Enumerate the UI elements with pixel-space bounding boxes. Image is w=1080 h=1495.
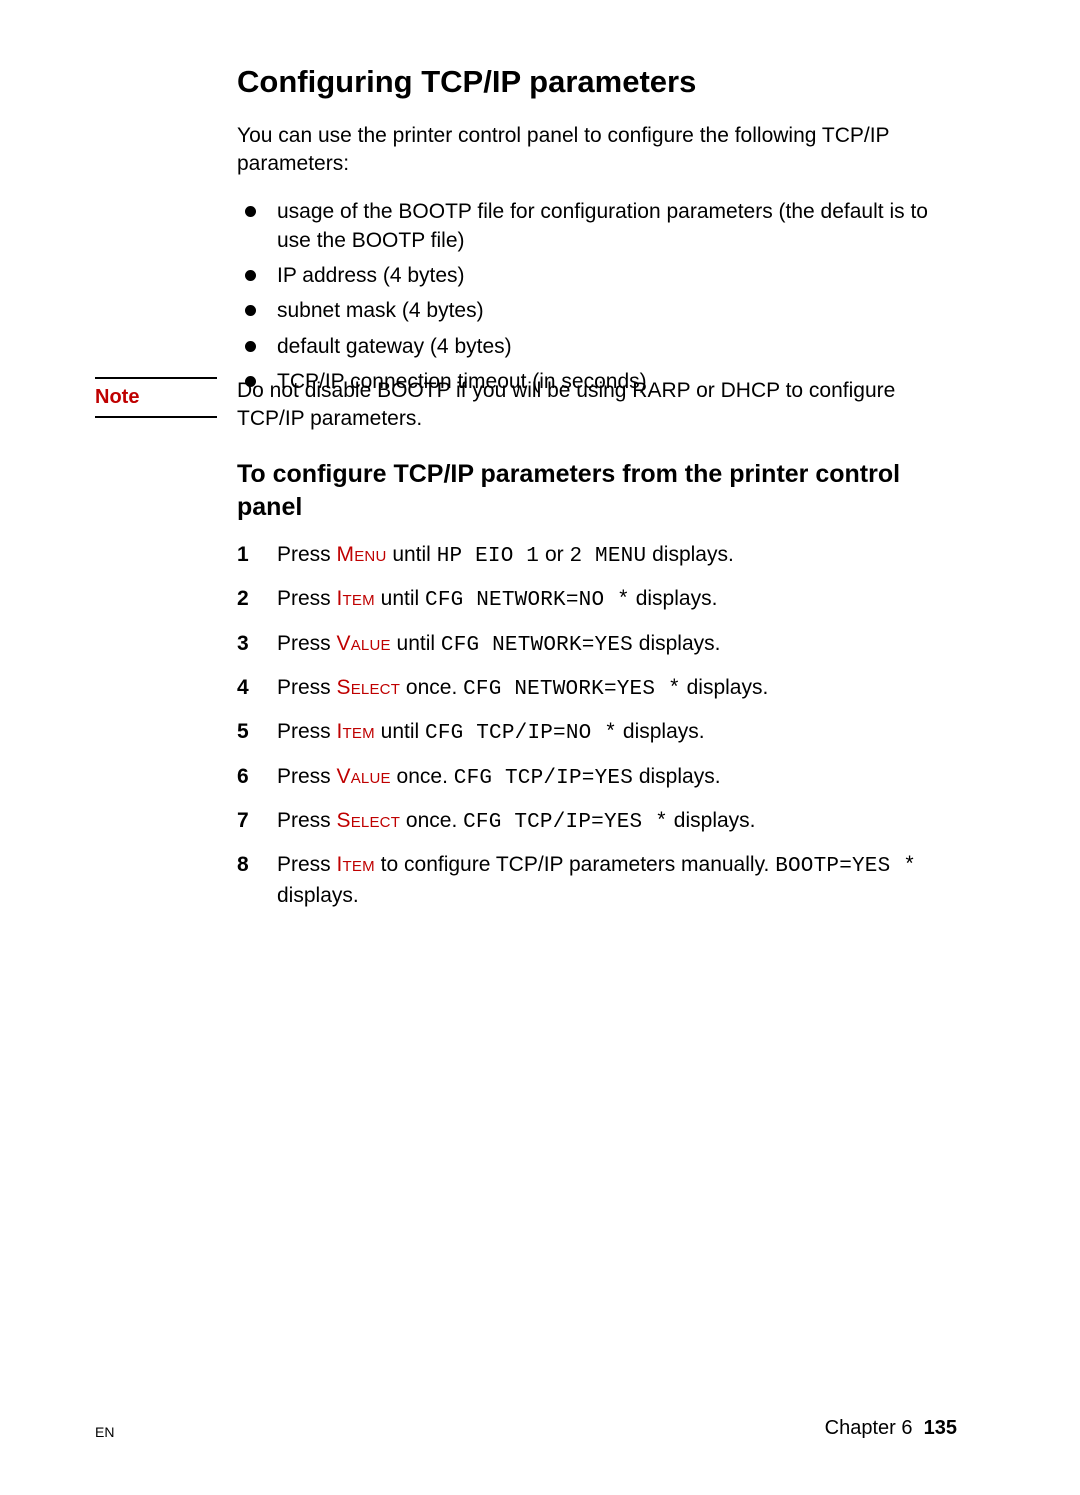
note-rule-bottom xyxy=(95,416,217,418)
step-text: until xyxy=(386,543,436,566)
display-text: CFG NETWORK=YES xyxy=(441,634,633,657)
step-text: Press xyxy=(277,809,337,832)
key-label: Menu xyxy=(337,543,387,566)
key-label: Value xyxy=(337,765,391,788)
display-text: CFG NETWORK=NO * xyxy=(425,589,630,612)
display-text: CFG TCP/IP=YES * xyxy=(463,811,668,834)
parameters-list: usage of the BOOTP file for configuratio… xyxy=(237,198,957,396)
step-text: once. xyxy=(391,765,454,788)
step-text: Press xyxy=(277,765,337,788)
step-text: Press xyxy=(277,587,337,610)
list-item: subnet mask (4 bytes) xyxy=(237,297,957,325)
page: Configuring TCP/IP parameters You can us… xyxy=(0,0,1080,1495)
note-block: Note Do not disable BOOTP if you will be… xyxy=(95,377,957,434)
step-text: until xyxy=(375,720,425,743)
note-label-wrap: Note xyxy=(95,377,217,418)
display-text: CFG NETWORK=YES * xyxy=(463,678,681,701)
step-text: to configure TCP/IP parameters manually. xyxy=(375,853,775,876)
footer-page-number: 135 xyxy=(924,1417,957,1439)
footer-left: EN xyxy=(95,1424,114,1440)
step-item: Press Select once. CFG TCP/IP=YES * disp… xyxy=(237,807,957,837)
step-text: or xyxy=(539,543,569,566)
step-text: displays. xyxy=(646,543,734,566)
key-label: Select xyxy=(337,676,401,699)
step-text: Press xyxy=(277,543,337,566)
note-label: Note xyxy=(95,379,217,416)
display-text: CFG TCP/IP=YES xyxy=(454,767,633,790)
display-text: BOOTP=YES * xyxy=(775,855,916,878)
main-content: Configuring TCP/IP parameters You can us… xyxy=(237,63,957,425)
intro-paragraph: You can use the printer control panel to… xyxy=(237,122,957,179)
display-text: HP EIO 1 xyxy=(437,545,539,568)
key-label: Item xyxy=(337,587,375,610)
step-text: Press xyxy=(277,720,337,743)
step-text: once. xyxy=(400,676,463,699)
step-item: Press Item until CFG NETWORK=NO * displa… xyxy=(237,585,957,615)
step-text: Press xyxy=(277,676,337,699)
step-text: displays. xyxy=(668,809,756,832)
key-label: Value xyxy=(337,632,391,655)
step-text: displays. xyxy=(617,720,705,743)
step-item: Press Item to configure TCP/IP parameter… xyxy=(237,851,957,910)
display-text: 2 MENU xyxy=(569,545,646,568)
step-text: until xyxy=(391,632,441,655)
step-text: displays. xyxy=(681,676,769,699)
page-title: Configuring TCP/IP parameters xyxy=(237,63,957,102)
step-text: Press xyxy=(277,853,337,876)
key-label: Item xyxy=(337,853,375,876)
key-label: Item xyxy=(337,720,375,743)
footer-chapter: Chapter 6 xyxy=(825,1417,913,1439)
section-subhead: To configure TCP/IP parameters from the … xyxy=(237,458,957,523)
step-item: Press Select once. CFG NETWORK=YES * dis… xyxy=(237,674,957,704)
step-text: until xyxy=(375,587,425,610)
list-item: usage of the BOOTP file for configuratio… xyxy=(237,198,957,255)
steps-list: Press Menu until HP EIO 1 or 2 MENU disp… xyxy=(237,541,957,910)
step-text: displays. xyxy=(633,632,721,655)
list-item: default gateway (4 bytes) xyxy=(237,333,957,361)
display-text: CFG TCP/IP=NO * xyxy=(425,722,617,745)
step-item: Press Value until CFG NETWORK=YES displa… xyxy=(237,630,957,660)
key-label: Select xyxy=(337,809,401,832)
step-text: displays. xyxy=(633,765,721,788)
step-text: Press xyxy=(277,632,337,655)
step-text: displays. xyxy=(277,884,359,907)
list-item: IP address (4 bytes) xyxy=(237,262,957,290)
footer-right: Chapter 6 135 xyxy=(825,1417,957,1440)
step-text: once. xyxy=(400,809,463,832)
step-item: Press Value once. CFG TCP/IP=YES display… xyxy=(237,763,957,793)
note-text: Do not disable BOOTP if you will be usin… xyxy=(237,377,957,434)
step-text: displays. xyxy=(630,587,718,610)
step-item: Press Menu until HP EIO 1 or 2 MENU disp… xyxy=(237,541,957,571)
step-item: Press Item until CFG TCP/IP=NO * display… xyxy=(237,718,957,748)
steps-section: To configure TCP/IP parameters from the … xyxy=(237,458,957,924)
